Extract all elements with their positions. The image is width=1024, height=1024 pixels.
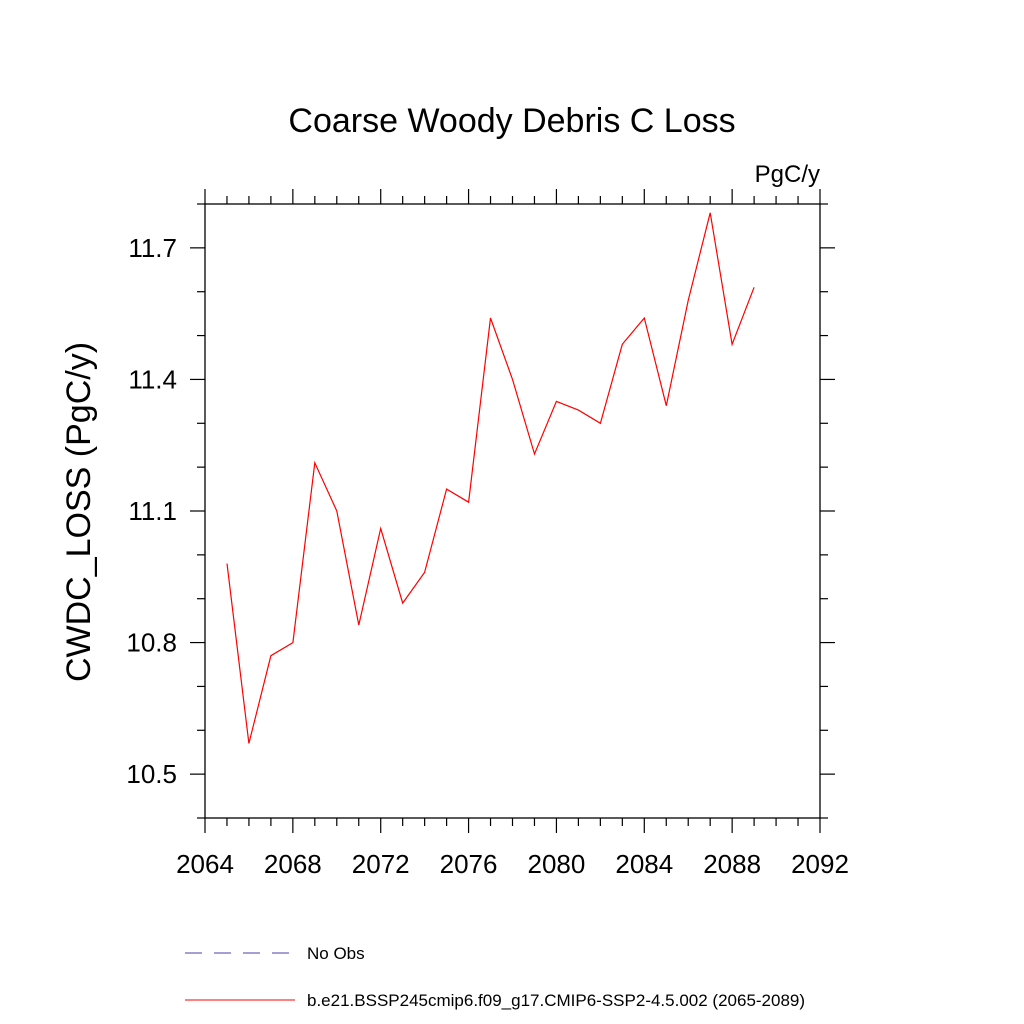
y-axis-label: CWDC_LOSS (PgC/y)	[60, 342, 98, 682]
axis-tick-labels: 2064 2068 2072 2076 2080 2084 2088 2092 10.5 10.8…	[126, 233, 849, 879]
axis-ticks	[190, 189, 835, 833]
y-tick-label: 11.7	[128, 233, 177, 263]
x-tick-label: 2080	[528, 849, 586, 879]
y-tick-label: 10.5	[126, 759, 177, 789]
x-tick-label: 2076	[440, 849, 498, 879]
series-layer	[226, 212, 755, 744]
x-tick-label: 2088	[703, 849, 761, 879]
plot-frame	[204, 203, 821, 819]
y-tick-label: 10.8	[126, 628, 177, 658]
x-tick-label: 2092	[791, 849, 849, 879]
x-tick-label: 2064	[176, 849, 234, 879]
y-tick-label: 11.1	[128, 496, 177, 526]
legend-label: b.e21.BSSP245cmip6.f09_g17.CMIP6-SSP2-4.…	[307, 991, 805, 1010]
chart-title: Coarse Woody Debris C Loss	[288, 102, 735, 140]
x-tick-label: 2084	[615, 849, 673, 879]
series-line	[226, 212, 755, 744]
units-label: PgC/y	[755, 161, 820, 188]
x-tick-label: 2068	[264, 849, 322, 879]
x-tick-label: 2072	[352, 849, 410, 879]
legend-label: No Obs	[307, 944, 365, 963]
y-tick-label: 11.4	[128, 364, 177, 394]
legend: No Obs b.e21.BSSP245cmip6.f09_g17.CMIP6-S…	[185, 944, 805, 1010]
